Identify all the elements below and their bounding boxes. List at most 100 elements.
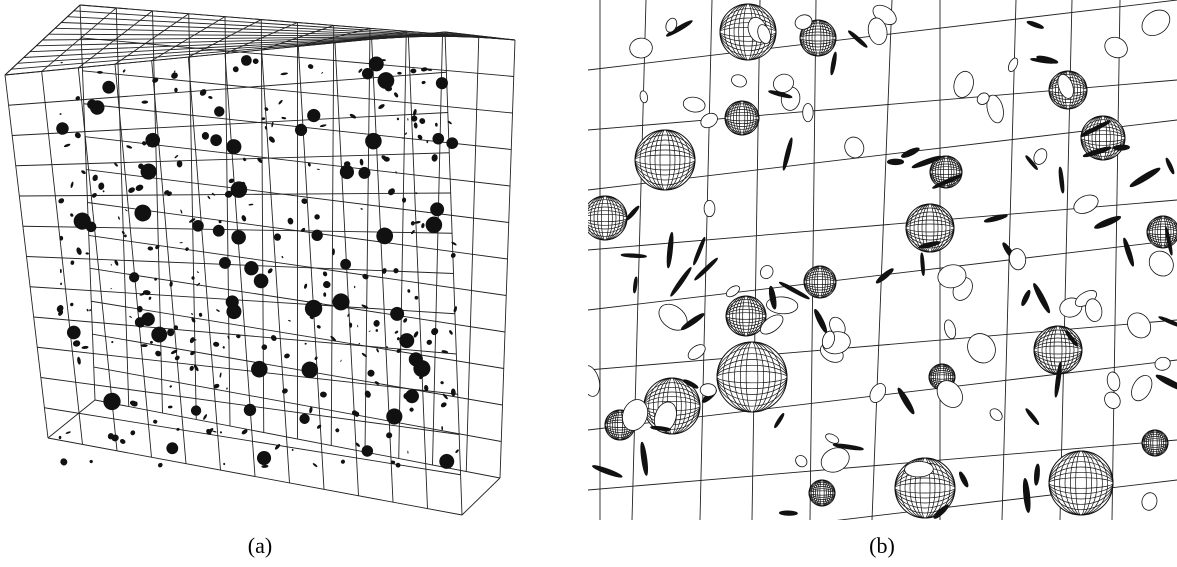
- grid-line: [33, 316, 457, 355]
- ellipsoid: [967, 333, 996, 364]
- particle: [166, 442, 179, 455]
- particle: [167, 405, 173, 409]
- sphere-mesh: [1053, 450, 1109, 516]
- particle: [119, 439, 126, 444]
- ellipsoid: [943, 319, 957, 340]
- ellipsoid: [1026, 20, 1044, 29]
- particle: [347, 313, 350, 317]
- particle: [358, 342, 361, 345]
- particle: [179, 242, 183, 244]
- ellipsoid: [680, 313, 705, 331]
- particle: [355, 442, 360, 447]
- particle: [81, 170, 86, 175]
- sphere-mesh: [648, 377, 696, 435]
- ellipsoid: [933, 504, 949, 519]
- ellipsoid: [703, 199, 716, 218]
- ellipsoid: [1022, 478, 1031, 513]
- sphere-mesh: [719, 8, 777, 56]
- particle: [166, 191, 172, 197]
- sphere: [716, 341, 788, 413]
- particle: [413, 331, 419, 338]
- particle: [264, 107, 269, 111]
- ellipsoid: [932, 174, 963, 189]
- particle: [91, 192, 97, 198]
- ellipsoid: [989, 408, 1003, 422]
- particle: [219, 431, 222, 434]
- particle: [427, 69, 433, 71]
- ellipsoid: [778, 510, 798, 516]
- particle: [169, 385, 172, 388]
- ellipsoid: [953, 70, 974, 98]
- particle: [421, 80, 426, 85]
- sphere: [1141, 429, 1169, 457]
- sphere-mesh: [724, 3, 772, 61]
- sphere-mesh: [1051, 70, 1085, 110]
- particle: [218, 220, 222, 224]
- ellipsoid: [760, 265, 774, 280]
- particle: [301, 361, 319, 379]
- grid-line: [444, 31, 516, 41]
- ellipsoid: [1148, 250, 1174, 277]
- particle: [244, 261, 259, 276]
- sphere: [803, 265, 837, 299]
- particle: [242, 157, 247, 162]
- particle: [281, 116, 287, 120]
- particle: [129, 400, 138, 407]
- particle: [365, 132, 382, 150]
- particle: [390, 460, 396, 464]
- ellipsoid: [920, 252, 925, 277]
- particle: [261, 117, 266, 121]
- sphere-mesh: [806, 265, 834, 299]
- particle: [180, 209, 183, 214]
- ellipsoid: [814, 308, 828, 333]
- particle: [440, 402, 447, 408]
- particle: [155, 245, 160, 250]
- particle: [330, 335, 337, 342]
- particle: [75, 96, 80, 101]
- particle: [223, 462, 226, 466]
- particle: [332, 248, 335, 256]
- particle: [417, 134, 423, 140]
- ellipsoid: [830, 51, 837, 76]
- particle: [364, 390, 371, 398]
- ellipsoid: [886, 158, 905, 166]
- ellipsoid: [1158, 316, 1177, 328]
- particle: [140, 163, 157, 180]
- ellipsoid: [1131, 375, 1153, 402]
- particle: [449, 330, 453, 335]
- particle: [321, 71, 324, 74]
- ellipsoid: [986, 94, 1004, 124]
- particle: [361, 67, 374, 80]
- particle: [382, 268, 387, 274]
- particle: [102, 80, 116, 94]
- grid-line: [30, 286, 455, 315]
- particle: [316, 168, 320, 170]
- ellipsoid: [901, 147, 920, 158]
- edge: [47, 399, 96, 439]
- particle: [309, 406, 313, 414]
- particle: [56, 305, 64, 313]
- panel-label: (b): [869, 533, 895, 558]
- particle: [70, 260, 75, 265]
- ellipsoid: [1033, 148, 1048, 165]
- ellipsoid: [832, 443, 864, 451]
- particle: [410, 68, 417, 74]
- ellipsoid: [725, 285, 740, 298]
- particle: [185, 247, 189, 251]
- particle: [129, 272, 140, 283]
- particle: [442, 393, 448, 400]
- particle: [446, 137, 459, 150]
- particle: [282, 388, 288, 394]
- particle: [361, 445, 374, 457]
- ellipsoid: [782, 137, 793, 171]
- particle: [142, 141, 147, 146]
- grid-line: [93, 366, 502, 442]
- particle: [351, 410, 358, 416]
- particle: [396, 117, 400, 121]
- sphere-mesh: [1141, 431, 1169, 455]
- particle: [196, 271, 199, 274]
- particle: [58, 435, 62, 440]
- particle: [317, 424, 322, 429]
- particle: [280, 72, 288, 76]
- particle: [343, 161, 351, 167]
